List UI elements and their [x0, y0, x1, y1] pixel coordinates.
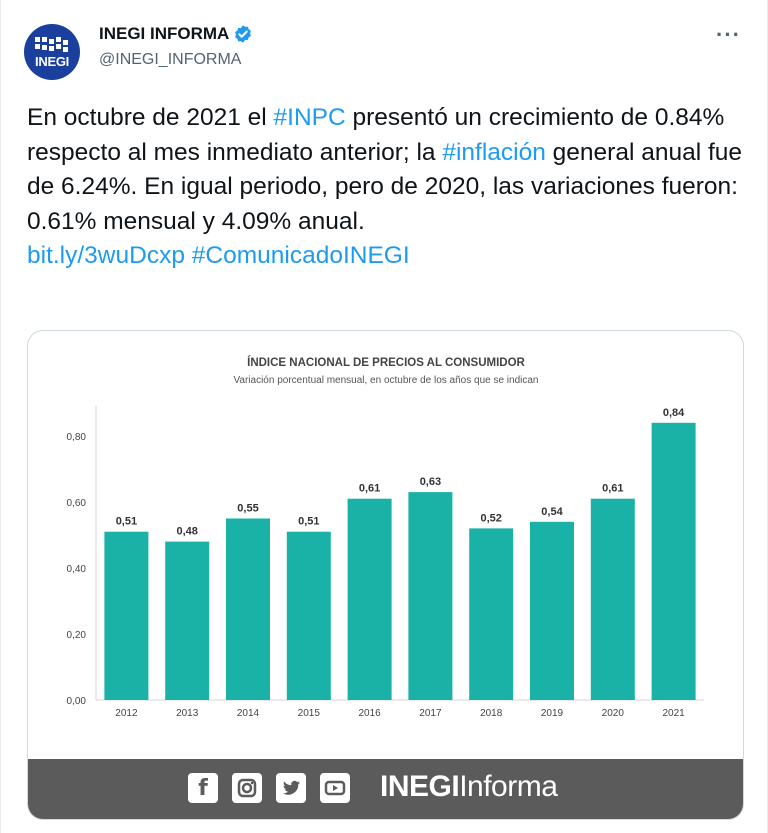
- brand-light: Informa: [459, 770, 558, 803]
- x-tick-label: 2021: [662, 708, 685, 719]
- brand-bold: INEGI: [380, 770, 460, 803]
- bar: [590, 498, 635, 700]
- handle[interactable]: @INEGI_INFORMA: [99, 51, 242, 68]
- x-tick-label: 2017: [419, 708, 442, 719]
- hashtag-inpc[interactable]: #INPC: [273, 104, 346, 131]
- tweet-text-segment: En octubre de 2021 el: [27, 104, 274, 131]
- bar-value-label: 0,54: [541, 506, 563, 518]
- youtube-icon: [320, 773, 350, 803]
- bar: [286, 531, 331, 700]
- display-name[interactable]: INEGI INFORMA: [99, 24, 230, 43]
- chart-title: ÍNDICE NACIONAL DE PRECIOS AL CONSUMIDOR: [247, 356, 525, 369]
- y-tick-label: 0,00: [67, 696, 87, 707]
- x-tick-label: 2016: [358, 708, 381, 719]
- inegi-logo-icon: [35, 37, 68, 52]
- twitter-icon: [276, 773, 306, 803]
- bar-value-label: 0,61: [602, 483, 623, 495]
- bar: [347, 498, 392, 700]
- tweet-text-segment: general anual fue de 6.24%. En igual per…: [27, 138, 743, 235]
- y-tick-label: 0,40: [67, 564, 87, 575]
- y-tick-label: 0,80: [67, 432, 87, 443]
- x-tick-label: 2012: [115, 708, 138, 719]
- x-tick-label: 2019: [541, 708, 564, 719]
- inegi-informa-logo: INEGIInforma: [380, 770, 558, 804]
- y-tick-label: 0,20: [67, 630, 87, 641]
- hashtag-inflacion[interactable]: #inflación: [442, 138, 546, 166]
- bar-value-label: 0,55: [237, 503, 258, 515]
- bar-value-label: 0,52: [480, 512, 501, 524]
- bar-value-label: 0,51: [116, 516, 137, 528]
- bar-value-label: 0,48: [176, 526, 197, 538]
- x-tick-label: 2013: [176, 708, 199, 719]
- card-footer: f INEGIInforma: [28, 759, 743, 819]
- avatar-text: INEGI: [35, 54, 69, 69]
- x-tick-label: 2014: [237, 708, 260, 719]
- y-tick-label: 0,60: [67, 498, 87, 509]
- avatar[interactable]: INEGI: [24, 24, 80, 80]
- bar-value-label: 0,61: [359, 483, 380, 495]
- bar-value-label: 0,84: [663, 407, 685, 419]
- tweet-text-segment: presentó un crecimiento de 0.84% respect…: [27, 104, 725, 166]
- bar: [104, 531, 149, 700]
- verified-badge-icon: [235, 25, 252, 43]
- short-link[interactable]: bit.ly/3wuDcxp: [27, 242, 185, 269]
- media-card[interactable]: ÍNDICE NACIONAL DE PRECIOS AL CONSUMIDOR…: [27, 330, 744, 820]
- x-tick-label: 2018: [480, 708, 503, 719]
- bar: [530, 521, 574, 700]
- bar: [165, 541, 210, 700]
- facebook-icon: f: [188, 773, 218, 803]
- tweet-text: En octubre de 2021 el #INPC presentó un …: [27, 101, 747, 274]
- social-icons: f: [188, 773, 350, 803]
- bar: [226, 518, 270, 700]
- bar: [651, 422, 696, 700]
- bar-value-label: 0,51: [298, 516, 319, 528]
- name-row: INEGI INFORMA: [99, 24, 253, 44]
- x-tick-label: 2020: [602, 708, 625, 719]
- instagram-icon: [232, 773, 262, 803]
- bar: [469, 528, 514, 700]
- x-tick-label: 2015: [298, 708, 321, 719]
- bar-chart: ÍNDICE NACIONAL DE PRECIOS AL CONSUMIDOR…: [67, 356, 704, 719]
- chart-subtitle: Variación porcentual mensual, en octubre…: [233, 375, 538, 386]
- hashtag-comunicado[interactable]: #ComunicadoINEGI: [191, 242, 410, 269]
- bar: [408, 492, 453, 700]
- bar-value-label: 0,63: [420, 476, 441, 488]
- more-options-icon[interactable]: ···: [716, 22, 741, 47]
